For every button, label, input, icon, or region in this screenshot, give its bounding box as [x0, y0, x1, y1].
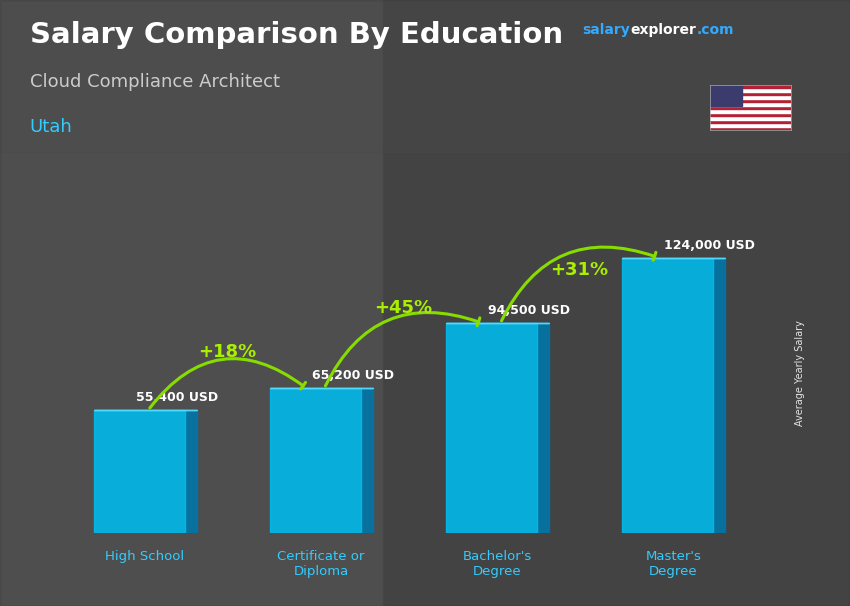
Bar	[445, 323, 537, 533]
Bar	[710, 123, 791, 127]
Bar	[710, 116, 791, 120]
Bar	[0, 0, 850, 152]
Text: .com: .com	[697, 23, 734, 37]
Bar	[710, 85, 742, 106]
Text: Bachelor's
Degree: Bachelor's Degree	[462, 550, 532, 578]
Bar	[710, 106, 791, 109]
Text: +45%: +45%	[374, 299, 433, 318]
Bar	[621, 258, 713, 533]
Bar	[94, 410, 185, 533]
Text: Certificate or
Diploma: Certificate or Diploma	[277, 550, 365, 578]
Text: Average Yearly Salary: Average Yearly Salary	[795, 321, 805, 426]
Text: Master's
Degree: Master's Degree	[645, 550, 701, 578]
Text: +18%: +18%	[198, 343, 257, 361]
Bar	[710, 85, 791, 88]
Text: Cloud Compliance Architect: Cloud Compliance Architect	[30, 73, 280, 91]
Bar	[710, 92, 791, 95]
Text: 94,500 USD: 94,500 USD	[488, 304, 570, 318]
Text: 124,000 USD: 124,000 USD	[664, 239, 755, 251]
Bar	[710, 102, 791, 106]
Polygon shape	[185, 410, 196, 533]
Bar	[710, 120, 791, 123]
Text: 55,400 USD: 55,400 USD	[136, 391, 218, 404]
Bar	[710, 113, 791, 116]
Bar	[710, 95, 791, 99]
Text: +31%: +31%	[551, 261, 609, 279]
Text: Salary Comparison By Education: Salary Comparison By Education	[30, 21, 563, 49]
Text: High School: High School	[105, 550, 184, 563]
Polygon shape	[537, 323, 549, 533]
Bar	[0, 0, 382, 606]
Bar	[269, 388, 361, 533]
Bar	[710, 109, 791, 113]
Text: Utah: Utah	[30, 118, 72, 136]
Text: salary: salary	[582, 23, 630, 37]
Bar	[710, 127, 791, 130]
Polygon shape	[713, 258, 725, 533]
Polygon shape	[361, 388, 372, 533]
Text: explorer: explorer	[631, 23, 697, 37]
Bar	[710, 99, 791, 102]
Bar	[382, 0, 850, 606]
Text: 65,200 USD: 65,200 USD	[312, 370, 394, 382]
Bar	[710, 88, 791, 92]
